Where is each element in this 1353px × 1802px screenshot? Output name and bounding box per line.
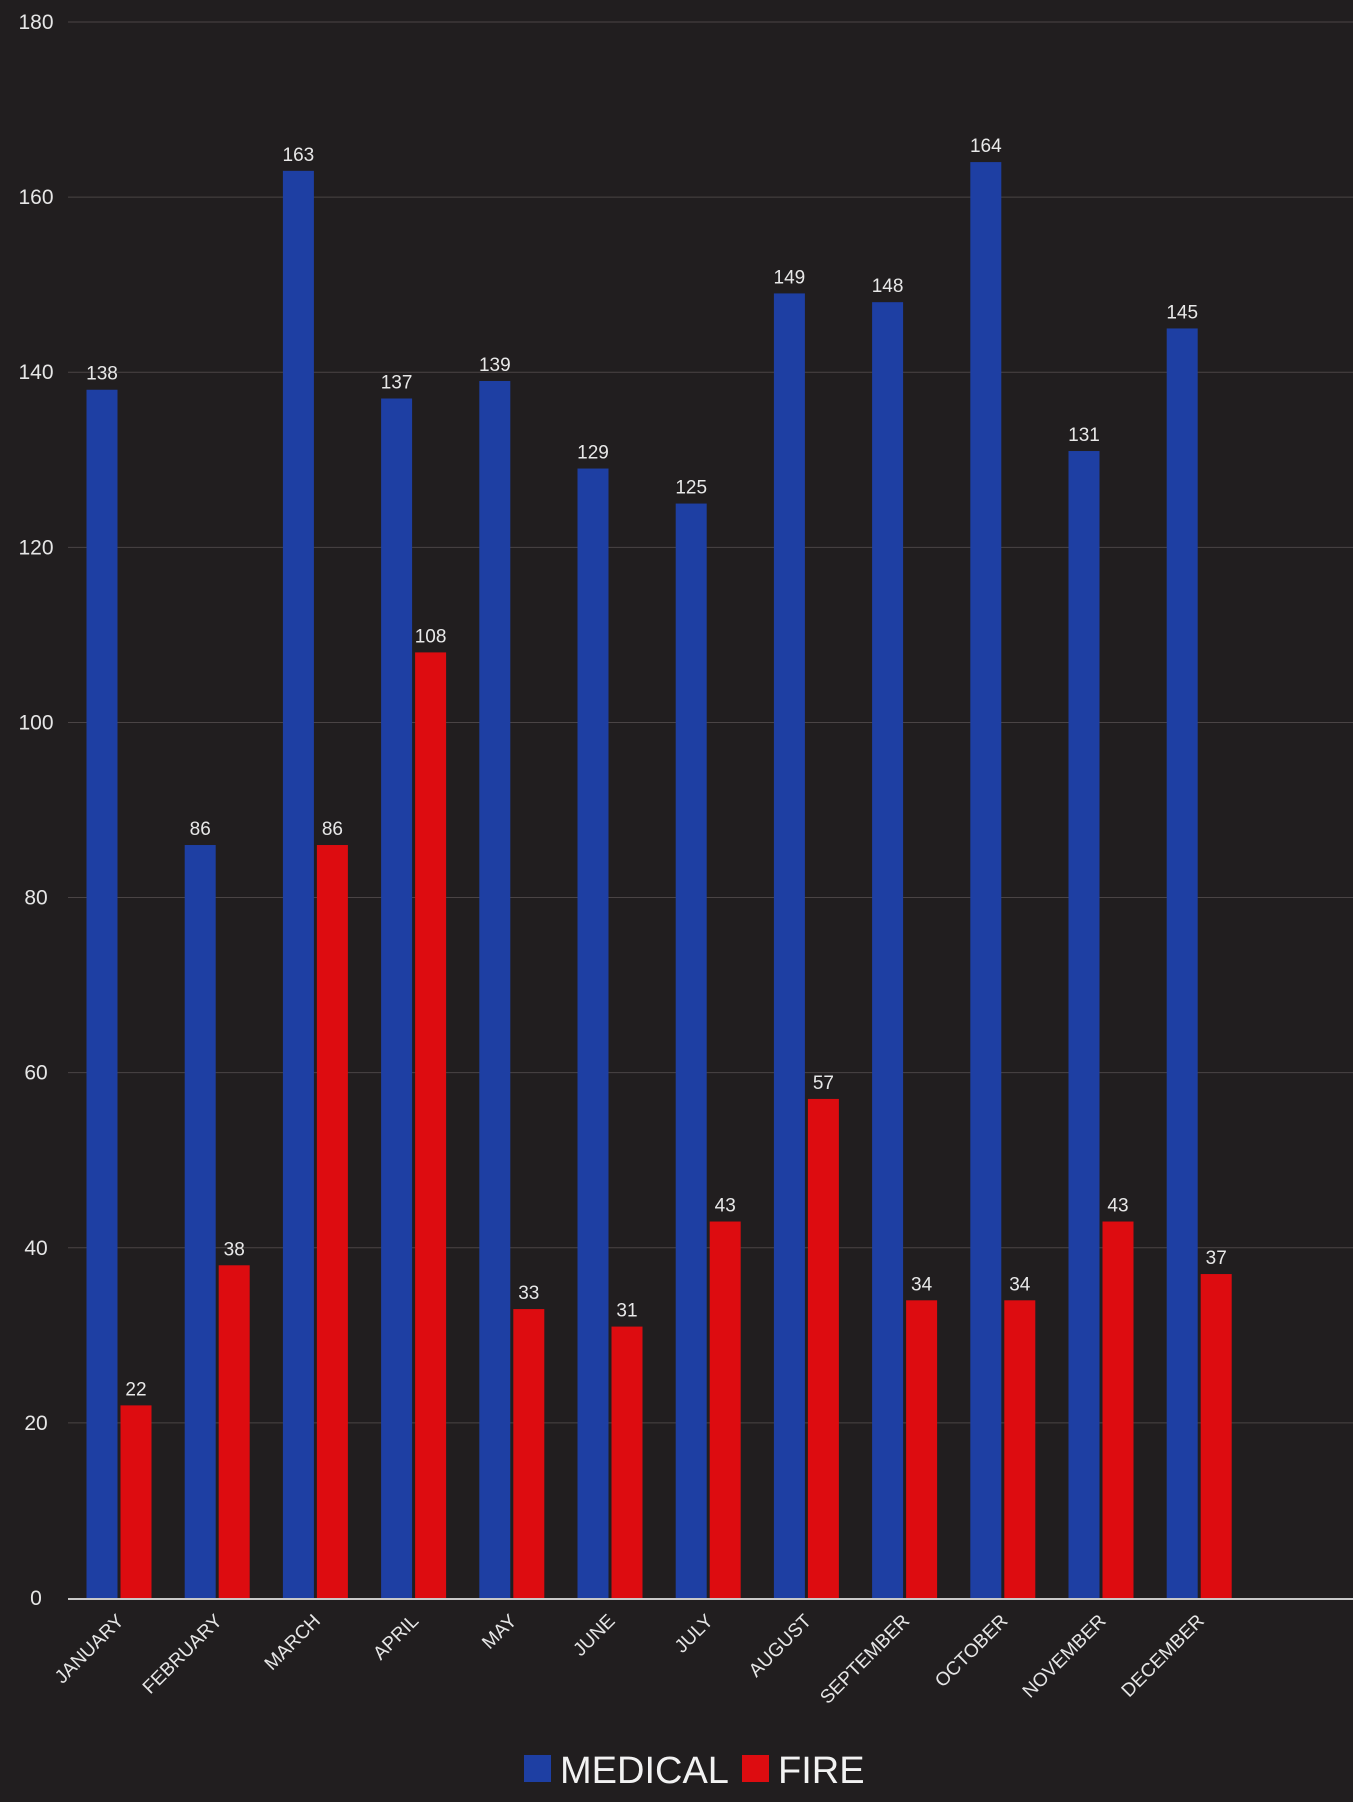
- bar-medical: [872, 302, 904, 1599]
- data-label-fire: 31: [616, 1301, 637, 1322]
- data-label-fire: 34: [911, 1274, 933, 1295]
- data-label-medical: 139: [479, 355, 511, 376]
- bar-medical: [184, 845, 216, 1598]
- bar-medical: [1068, 451, 1100, 1598]
- bar-fire: [1004, 1300, 1036, 1598]
- bar-fire: [1102, 1221, 1134, 1598]
- y-tick-label: 120: [18, 536, 53, 559]
- data-label-fire: 38: [224, 1239, 245, 1260]
- bar-fire: [1200, 1274, 1232, 1598]
- bar-fire: [218, 1265, 250, 1598]
- y-tick-label: 160: [18, 186, 53, 209]
- data-label-fire: 86: [322, 819, 343, 840]
- y-tick-label: 140: [18, 361, 53, 384]
- grid-lines: [68, 21, 1353, 1424]
- data-label-medical: 129: [577, 443, 609, 464]
- x-tick-label: OCTOBER: [931, 1611, 1012, 1692]
- data-label-medical: 137: [381, 372, 413, 393]
- bar-fire: [709, 1221, 741, 1598]
- bar-fire: [513, 1309, 545, 1598]
- data-label-fire: 43: [715, 1196, 736, 1217]
- bar-fire: [120, 1405, 152, 1598]
- data-label-fire: 43: [1107, 1196, 1128, 1217]
- x-tick-label: JANUARY: [51, 1610, 129, 1688]
- x-tick-label: NOVEMBER: [1019, 1611, 1111, 1703]
- data-label-medical: 145: [1166, 302, 1198, 323]
- bar-medical: [1166, 328, 1198, 1598]
- legend: MEDICAL FIRE: [524, 1750, 865, 1792]
- data-label-medical: 149: [774, 267, 806, 288]
- x-tick-label: FEBRUARY: [139, 1610, 227, 1698]
- bar-fire: [611, 1326, 643, 1598]
- bar-medical: [381, 398, 413, 1598]
- x-axis: JANUARY FEBRUARY MARCH APRIL MAY JUNE JULY AUGU…: [51, 1598, 1353, 1709]
- data-label-fire: 37: [1206, 1248, 1227, 1269]
- legend-swatch-medical: [524, 1755, 551, 1782]
- bar-fire: [415, 652, 447, 1598]
- y-tick-label: 0: [30, 1587, 42, 1610]
- bar-medical: [675, 503, 707, 1598]
- data-label-medical: 163: [283, 145, 315, 166]
- y-tick-label: 60: [24, 1062, 47, 1085]
- legend-label-medical: MEDICAL: [560, 1750, 729, 1792]
- data-labels: 138 22 86 38 163 86 137 108 139 33 129 31 125 43 149 57…: [86, 136, 1227, 1400]
- bar-medical: [773, 293, 805, 1598]
- bar-medical: [577, 468, 609, 1598]
- data-label-medical: 86: [190, 819, 211, 840]
- data-label-fire: 22: [125, 1379, 146, 1400]
- x-tick-label: DECEMBER: [1118, 1611, 1209, 1702]
- y-axis: 0 20 40 60 80 100 120 140 160 180: [18, 11, 53, 1610]
- y-tick-label: 40: [24, 1237, 47, 1260]
- x-tick-label: JULY: [671, 1610, 718, 1657]
- data-label-medical: 164: [970, 136, 1002, 157]
- x-tick-label: MAY: [478, 1610, 521, 1653]
- legend-swatch-fire: [742, 1755, 769, 1782]
- bar-fire: [807, 1098, 839, 1598]
- data-label-fire: 33: [518, 1283, 539, 1304]
- bar-medical: [282, 170, 314, 1598]
- legend-label-fire: FIRE: [778, 1750, 865, 1792]
- data-label-fire: 108: [415, 626, 447, 647]
- data-label-fire: 57: [813, 1073, 834, 1094]
- bars: [86, 162, 1232, 1599]
- data-label-medical: 148: [872, 276, 904, 297]
- bar-fire: [316, 845, 348, 1598]
- x-tick-label: AUGUST: [745, 1610, 816, 1681]
- data-label-medical: 125: [675, 478, 707, 499]
- y-tick-label: 180: [18, 11, 53, 34]
- y-tick-label: 100: [18, 711, 53, 734]
- bar-fire: [906, 1300, 938, 1598]
- bar-medical: [479, 380, 511, 1598]
- y-tick-label: 20: [24, 1412, 47, 1435]
- x-tick-label: SEPTEMBER: [816, 1611, 914, 1709]
- bar-medical: [86, 389, 118, 1598]
- x-tick-label: MARCH: [261, 1611, 325, 1675]
- x-tick-label: APRIL: [369, 1611, 423, 1665]
- bar-medical: [970, 162, 1002, 1599]
- data-label-medical: 138: [86, 364, 118, 385]
- x-tick-label: JUNE: [570, 1611, 620, 1661]
- y-tick-label: 80: [24, 887, 47, 910]
- data-label-medical: 131: [1068, 425, 1100, 446]
- data-label-fire: 34: [1009, 1274, 1031, 1295]
